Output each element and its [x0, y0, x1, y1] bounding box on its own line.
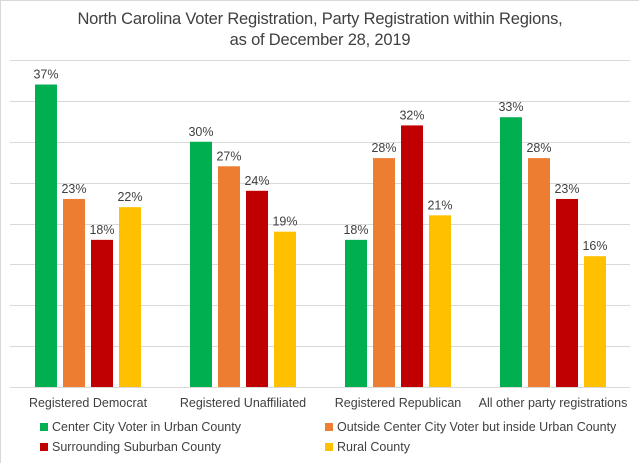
x-axis-tick-labels: Registered Democrat Registered Unaffiliat… — [29, 396, 627, 410]
data-label: 27% — [216, 149, 241, 163]
data-label: 18% — [89, 223, 114, 237]
legend-label: Rural County — [337, 440, 410, 454]
data-label: 23% — [554, 182, 579, 196]
bar-4-2 — [274, 231, 296, 387]
legend-label: Surrounding Suburban County — [52, 440, 221, 454]
legend-item: Surrounding Suburban County — [40, 438, 221, 456]
legend-item: Outside Center City Voter but inside Urb… — [325, 418, 616, 436]
data-label: 32% — [399, 108, 424, 122]
bar-3-2 — [246, 190, 268, 387]
x-tick-label: Registered Unaffiliated — [180, 396, 306, 410]
bar-1-2 — [190, 141, 212, 387]
bar-2-1 — [63, 198, 85, 387]
legend-swatch — [325, 423, 333, 431]
bar-2-3 — [373, 158, 395, 387]
data-label: 22% — [117, 190, 142, 204]
data-label: 19% — [272, 215, 297, 229]
bar-4-4 — [584, 256, 606, 387]
data-label: 28% — [526, 141, 551, 155]
bar-2-2 — [218, 166, 240, 387]
bar-1-3 — [345, 239, 367, 387]
bar-2-4 — [528, 158, 550, 387]
bar-4-1 — [119, 207, 141, 387]
data-label: 30% — [188, 125, 213, 139]
bar-3-4 — [556, 198, 578, 387]
data-label: 37% — [33, 68, 58, 82]
data-label: 28% — [371, 141, 396, 155]
data-label: 24% — [244, 174, 269, 188]
data-label: 33% — [498, 100, 523, 114]
legend-item: Rural County — [325, 438, 410, 456]
legend-item: Center City Voter in Urban County — [40, 418, 241, 436]
legend-label: Outside Center City Voter but inside Urb… — [337, 420, 617, 434]
bar-1-4 — [500, 117, 522, 387]
x-tick-label: All other party registrations — [479, 396, 628, 410]
data-label: 16% — [582, 239, 607, 253]
x-tick-label: Registered Democrat — [29, 396, 148, 410]
legend-label: Center City Voter in Urban County — [52, 420, 241, 434]
bar-3-1 — [91, 239, 113, 387]
legend-swatch — [40, 423, 48, 431]
data-labels: 37% 30% 18% 33% 23% 27% 28% 28% 18% 24% 32% 23% 22% 1… — [33, 68, 607, 254]
data-label: 18% — [343, 223, 368, 237]
bar-3-3 — [401, 125, 423, 388]
chart-subtitle: as of December 28, 2019 — [229, 31, 411, 49]
legend-swatch — [325, 443, 333, 451]
chart-title-block: North Carolina Voter Registration, Party… — [0, 9, 640, 51]
bar-1-1 — [35, 84, 57, 388]
x-tick-label: Registered Republican — [335, 396, 462, 410]
legend-swatch — [40, 443, 48, 451]
data-label: 23% — [61, 182, 86, 196]
chart-title: North Carolina Voter Registration, Party… — [77, 10, 563, 28]
chart-legend: Center City Voter in Urban County Outside… — [0, 418, 640, 462]
bar-4-3 — [429, 215, 451, 387]
bars — [35, 84, 606, 388]
data-label: 21% — [427, 198, 452, 212]
gridlines — [10, 60, 630, 388]
